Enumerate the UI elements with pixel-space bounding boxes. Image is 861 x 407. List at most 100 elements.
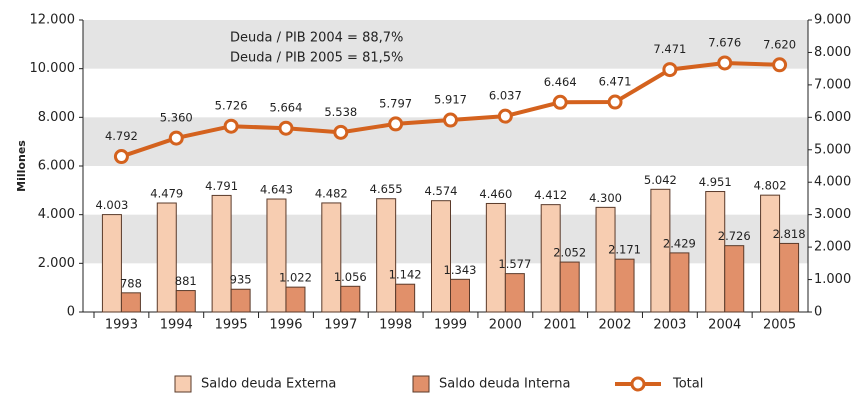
value-label: 4.655 xyxy=(370,182,403,196)
x-tick-label: 1994 xyxy=(160,318,193,333)
annotation: Deuda / PIB 2004 = 88,7% xyxy=(230,31,403,46)
legend-swatch xyxy=(412,375,430,393)
marker xyxy=(497,108,513,124)
x-tick-label: 1999 xyxy=(434,318,467,333)
y-tick-label: 0 xyxy=(67,305,75,320)
value-label: 4.643 xyxy=(260,183,293,197)
y2-tick-label: 5.000 xyxy=(814,142,851,157)
marker xyxy=(717,55,733,71)
value-label: 4.791 xyxy=(205,179,238,193)
value-label: 6.471 xyxy=(599,75,632,89)
value-label: 788 xyxy=(120,276,142,290)
bar xyxy=(156,202,177,313)
value-label: 1.577 xyxy=(498,257,531,271)
bar xyxy=(559,261,580,313)
value-label: 6.037 xyxy=(489,89,522,103)
y2-tick-label: 9.000 xyxy=(814,13,851,28)
marker xyxy=(168,130,184,146)
bar xyxy=(614,258,635,313)
bar xyxy=(266,198,287,313)
value-label: 4.482 xyxy=(315,186,348,200)
bar xyxy=(211,194,232,313)
x-tick-label: 1998 xyxy=(379,318,412,333)
x-tick-label: 2000 xyxy=(489,318,522,333)
bar xyxy=(101,214,122,313)
value-label: 4.792 xyxy=(105,129,138,143)
bar xyxy=(376,198,397,313)
bar xyxy=(120,292,141,313)
value-label: 5.726 xyxy=(215,99,248,113)
x-tick-label: 2001 xyxy=(544,318,577,333)
value-label: 1.343 xyxy=(444,263,477,277)
y2-tick-label: 1.000 xyxy=(814,272,851,287)
legend-label: Saldo deuda Externa xyxy=(201,377,336,392)
y2-tick-label: 8.000 xyxy=(814,45,851,60)
legend-swatch xyxy=(630,376,646,392)
x-tick-label: 1996 xyxy=(269,318,302,333)
marker xyxy=(333,124,349,140)
legend-label: Saldo deuda Interna xyxy=(439,377,571,392)
value-label: 4.951 xyxy=(699,175,732,189)
marker xyxy=(443,112,458,128)
value-label: 4.300 xyxy=(589,191,622,205)
annotation: Deuda / PIB 2005 = 81,5% xyxy=(230,51,403,66)
x-tick-label: 2005 xyxy=(763,318,796,333)
value-label: 4.460 xyxy=(479,187,512,201)
value-label: 935 xyxy=(230,273,252,287)
grid-band xyxy=(83,20,808,69)
y-tick-label: 8.000 xyxy=(38,110,75,125)
y2-tick-label: 7.000 xyxy=(814,77,851,92)
value-label: 4.412 xyxy=(534,188,567,202)
bar xyxy=(450,278,470,313)
y-tick-label: 2.000 xyxy=(38,256,75,271)
x-tick-label: 2002 xyxy=(598,318,631,333)
marker xyxy=(607,94,623,110)
value-label: 4.479 xyxy=(150,187,183,201)
bar xyxy=(485,202,506,313)
y-tick-label: 4.000 xyxy=(38,207,75,222)
value-label: 2.726 xyxy=(718,229,751,243)
y-tick-label: 6.000 xyxy=(38,159,75,174)
value-label: 881 xyxy=(175,274,197,288)
value-label: 7.676 xyxy=(708,35,741,49)
bar xyxy=(779,242,800,313)
bar xyxy=(285,286,306,313)
value-label: 4.802 xyxy=(754,179,787,193)
value-label: 5.360 xyxy=(160,111,193,125)
value-label: 2.171 xyxy=(608,243,641,257)
x-tick-label: 1995 xyxy=(215,318,248,333)
y-axis-label: Millones xyxy=(15,140,28,192)
x-tick-label: 2004 xyxy=(708,318,741,333)
y-tick-label: 12.000 xyxy=(30,13,76,28)
marker xyxy=(772,57,788,73)
value-label: 5.664 xyxy=(269,101,302,115)
x-tick-label: 1997 xyxy=(324,318,357,333)
value-label: 5.538 xyxy=(324,105,357,119)
value-label: 2.052 xyxy=(553,246,586,260)
bar xyxy=(650,188,671,313)
value-label: 1.142 xyxy=(389,268,422,282)
marker xyxy=(552,94,568,110)
bar xyxy=(669,252,690,313)
bar xyxy=(431,200,451,313)
bar xyxy=(175,290,196,313)
marker xyxy=(113,149,129,165)
value-label: 5.797 xyxy=(379,96,412,110)
value-label: 2.429 xyxy=(663,236,696,250)
bar xyxy=(595,206,616,313)
y2-tick-label: 2.000 xyxy=(814,240,851,255)
value-label: 5.042 xyxy=(644,173,677,187)
marker xyxy=(278,120,294,136)
value-label: 7.620 xyxy=(763,37,796,51)
marker xyxy=(662,62,678,78)
bar xyxy=(760,194,781,313)
value-label: 2.818 xyxy=(773,227,806,241)
legend-label: Total xyxy=(672,377,703,392)
bar xyxy=(705,191,726,313)
y2-tick-label: 4.000 xyxy=(814,175,851,190)
bar xyxy=(230,288,251,313)
marker xyxy=(388,116,404,132)
bar xyxy=(540,204,561,313)
bar xyxy=(504,273,525,313)
